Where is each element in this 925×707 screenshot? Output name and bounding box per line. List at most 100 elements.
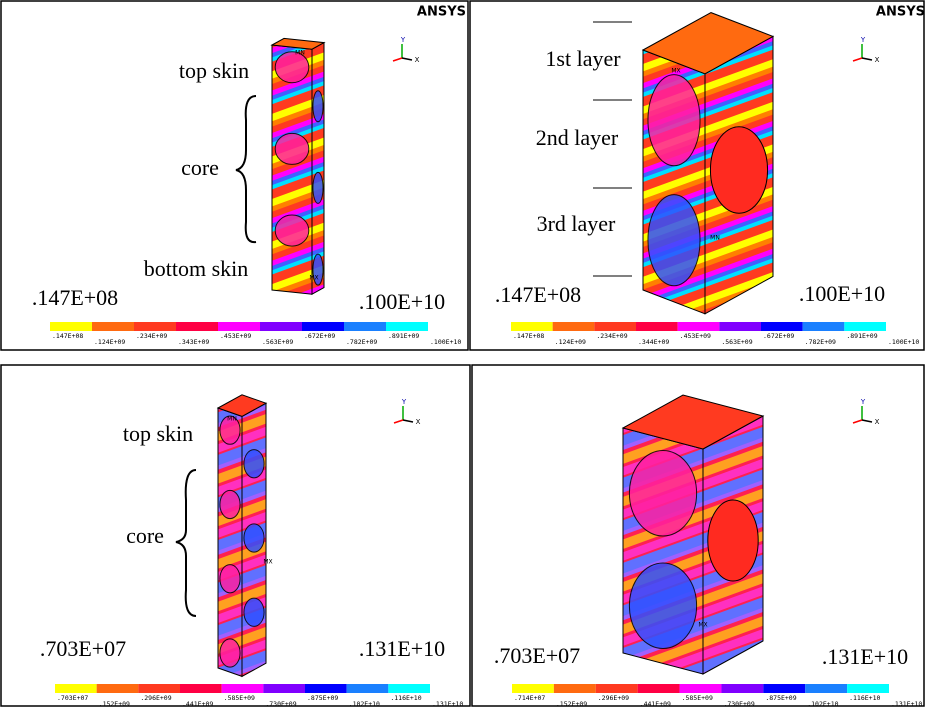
hole <box>244 524 264 552</box>
legend-label: .453E+09 <box>220 332 251 340</box>
legend-label: .585E+09 <box>682 694 713 702</box>
legend-label: .730E+09 <box>723 700 754 707</box>
annotation: top skin <box>123 421 193 446</box>
legend-label: .875E+09 <box>765 694 796 702</box>
legend-label: .782E+09 <box>805 338 836 346</box>
max-label: .131E+10 <box>822 644 908 669</box>
annotation: 1st layer <box>545 46 621 71</box>
hole <box>275 215 309 246</box>
legend-swatch <box>92 322 134 331</box>
legend-swatch <box>596 684 638 693</box>
legend-swatch <box>638 684 680 693</box>
legend-swatch <box>344 322 386 331</box>
hole <box>648 75 700 166</box>
legend-swatch <box>218 322 260 331</box>
triad-axis <box>394 420 403 423</box>
legend-label: .131E+10 <box>432 700 463 707</box>
legend-label: .343E+09 <box>178 338 209 346</box>
hole <box>629 451 696 537</box>
legend-label: .730E+09 <box>265 700 296 707</box>
marker-label: MX <box>263 559 272 566</box>
triad-label: X <box>875 56 880 64</box>
legend-swatch <box>138 684 180 693</box>
legend-swatch <box>260 322 302 331</box>
hole <box>244 598 264 626</box>
legend-label: .453E+09 <box>680 332 711 340</box>
min-label: .703E+07 <box>494 643 580 668</box>
marker-label: MN <box>295 50 305 57</box>
triad-label: X <box>875 418 880 426</box>
legend-swatch <box>721 684 763 693</box>
legend-label: .147E+08 <box>513 332 544 340</box>
legend-swatch <box>180 684 222 693</box>
legend-swatch <box>511 322 553 331</box>
legend-swatch <box>134 322 176 331</box>
hole <box>220 639 240 667</box>
legend-swatch <box>386 322 428 331</box>
annotation: 2nd layer <box>536 125 619 150</box>
triad-label: X <box>416 418 421 426</box>
annotation: top skin <box>179 58 249 83</box>
legend-swatch <box>844 322 886 331</box>
min-label: .147E+08 <box>495 282 581 307</box>
legend-label: .672E+09 <box>304 332 335 340</box>
legend-label: .102E+10 <box>807 700 838 707</box>
legend-swatch <box>761 322 803 331</box>
legend-swatch <box>803 322 845 331</box>
hole <box>648 195 700 286</box>
triad-label: Y <box>400 36 406 44</box>
legend-swatch <box>305 684 347 693</box>
ansys-logo: ANSYS <box>417 5 466 20</box>
triad-label: Y <box>860 36 866 44</box>
triad-axis <box>862 420 872 422</box>
legend-label: .714E+07 <box>514 694 545 702</box>
marker-label: MX <box>698 622 707 629</box>
legend-label: .563E+09 <box>262 338 293 346</box>
legend-label: .875E+09 <box>307 694 338 702</box>
triad-label: X <box>415 56 420 64</box>
annotation: 3rd layer <box>537 211 616 236</box>
annotation: core <box>181 155 219 180</box>
legend-swatch <box>50 322 92 331</box>
hole <box>313 91 323 122</box>
max-label: .100E+10 <box>799 281 885 306</box>
legend-swatch <box>55 684 97 693</box>
triad-axis <box>853 420 862 423</box>
legend-swatch <box>719 322 761 331</box>
marker-label: MX <box>671 68 680 75</box>
legend-label: .147E+08 <box>52 332 83 340</box>
marker-label: MX <box>309 275 318 282</box>
legend-label: .344E+09 <box>638 338 669 346</box>
min-label: .703E+07 <box>40 636 126 661</box>
legend-swatch <box>347 684 389 693</box>
max-label: .131E+10 <box>359 636 445 661</box>
legend-swatch <box>553 322 595 331</box>
legend-label: .100E+10 <box>888 338 919 346</box>
legend-swatch <box>636 322 678 331</box>
annotation: bottom skin <box>144 256 249 281</box>
hole <box>313 172 323 203</box>
legend-swatch <box>847 684 889 693</box>
marker-label: MN <box>710 235 720 242</box>
legend-label: .152E+09 <box>556 700 587 707</box>
legend-label: .441E+09 <box>182 700 213 707</box>
triad-axis <box>853 58 862 61</box>
legend-label: .782E+09 <box>346 338 377 346</box>
legend-label: .124E+09 <box>94 338 125 346</box>
legend-label: .116E+10 <box>849 694 880 702</box>
legend-label: .563E+09 <box>721 338 752 346</box>
legend-swatch <box>388 684 430 693</box>
hole <box>244 450 264 478</box>
legend-label: .100E+10 <box>430 338 461 346</box>
hole <box>220 490 240 518</box>
legend-label: .124E+09 <box>555 338 586 346</box>
legend-swatch <box>512 684 554 693</box>
triad-axis <box>862 58 872 60</box>
hole <box>708 500 758 581</box>
legend-label: .296E+09 <box>598 694 629 702</box>
min-label: .147E+08 <box>32 285 118 310</box>
block-front <box>218 408 242 676</box>
marker-label: MN <box>227 416 237 423</box>
ansys-logo: ANSYS <box>876 5 925 20</box>
figure: ANSYS top skin core bottom skin .147E+08 .100… <box>0 0 925 707</box>
